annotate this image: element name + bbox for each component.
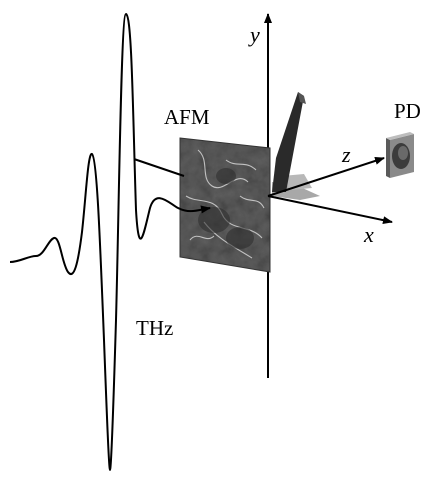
afm-leader-line — [133, 158, 185, 177]
photodetector-icon — [386, 132, 414, 178]
y-axis-label: y — [250, 22, 260, 47]
z-axis — [267, 157, 385, 197]
pd-label: PD — [394, 99, 421, 123]
afm-label: AFM — [164, 105, 210, 129]
thz-label: THz — [136, 316, 174, 340]
x-axis — [267, 195, 393, 225]
thz-pulse-waveform — [9, 12, 211, 472]
x-axis-label: x — [364, 222, 374, 247]
afm-cantilever — [272, 92, 320, 200]
z-axis-label: z — [342, 142, 351, 167]
afm-sample-image — [179, 137, 271, 273]
